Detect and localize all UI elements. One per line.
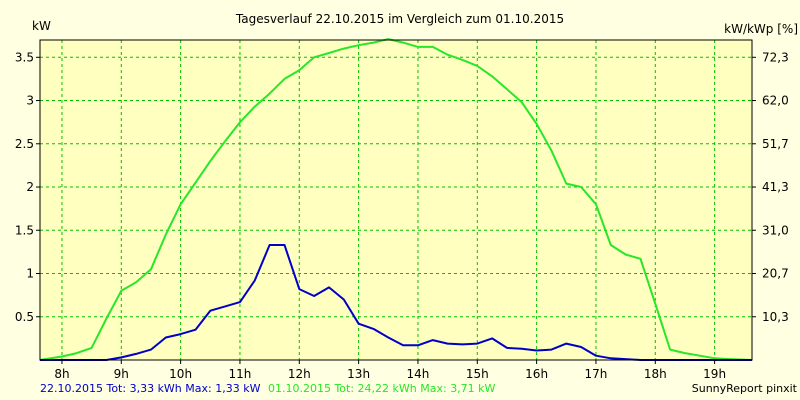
y-tick-label-right: 10,3 (762, 310, 789, 324)
y-tick-label: 1.5 (15, 223, 34, 237)
x-tick-label: 18h (644, 367, 667, 381)
plot-frame (39, 39, 753, 361)
x-tick-label: 16h (525, 367, 548, 381)
x-tick-label: 8h (54, 367, 69, 381)
x-tick-label: 12h (288, 367, 311, 381)
series-layer (39, 38, 753, 361)
plot-area (40, 40, 752, 360)
x-tick-label: 19h (703, 367, 726, 381)
legend-series-1: 22.10.2015 Tot: 3,33 kWh Max: 1,33 kW (40, 382, 261, 395)
axis-labels: 8h 9h 10h 11h 12h 13h 14h 15h 16h 17h 18h 19h 0.5 10,… (15, 50, 789, 381)
y-tick-label-right: 62,0 (762, 94, 789, 108)
right-axis-unit: kW/kWp [%] (724, 22, 798, 36)
y-tick-label-right: 51,7 (762, 137, 789, 151)
y-tick-label-right: 41,3 (762, 180, 789, 194)
y-tick-label: 1 (26, 267, 34, 281)
x-tick-label: 15h (466, 367, 489, 381)
x-tick-label: 9h (114, 367, 129, 381)
x-tick-label: 11h (229, 367, 252, 381)
x-tick-label: 17h (585, 367, 608, 381)
credit: SunnyReport pinxit (692, 382, 798, 395)
legend: 22.10.2015 Tot: 3,33 kWh Max: 1,33 kW 01… (40, 382, 496, 395)
x-tick-label: 10h (169, 367, 192, 381)
y-tick-label: 2.5 (15, 137, 34, 151)
y-tick-label-right: 20,7 (762, 267, 789, 281)
y-tick-label: 0.5 (15, 310, 34, 324)
y-tick-label-right: 31,0 (762, 223, 789, 237)
y-tick-label: 2 (26, 180, 34, 194)
y-tick-label: 3.5 (15, 50, 34, 64)
chart-title: Tagesverlauf 22.10.2015 im Vergleich zum… (235, 12, 564, 26)
y-tick-label-right: 72,3 (762, 50, 789, 64)
left-axis-unit: kW (32, 19, 51, 33)
series-line-green (39, 38, 753, 361)
x-tick-label: 14h (407, 367, 430, 381)
series-line-blue (40, 244, 752, 361)
grid (40, 40, 752, 360)
x-tick-label: 13h (347, 367, 370, 381)
legend-series-2: 01.10.2015 Tot: 24,22 kWh Max: 3,71 kW (268, 382, 496, 395)
y-tick-label: 3 (26, 94, 34, 108)
